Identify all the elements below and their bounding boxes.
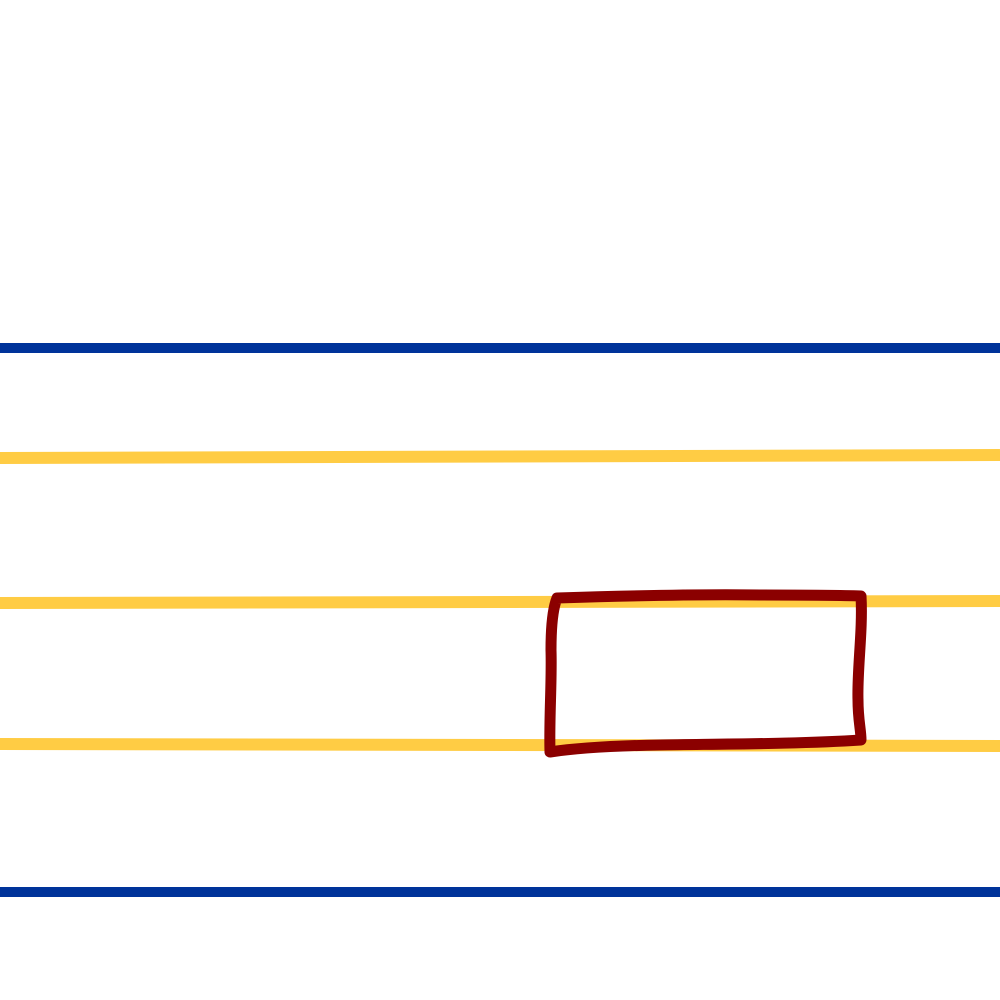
hand-drawn-rectangle [544,589,867,758]
lane-line-2 [0,595,1000,609]
lane-line-1 [0,449,1000,464]
